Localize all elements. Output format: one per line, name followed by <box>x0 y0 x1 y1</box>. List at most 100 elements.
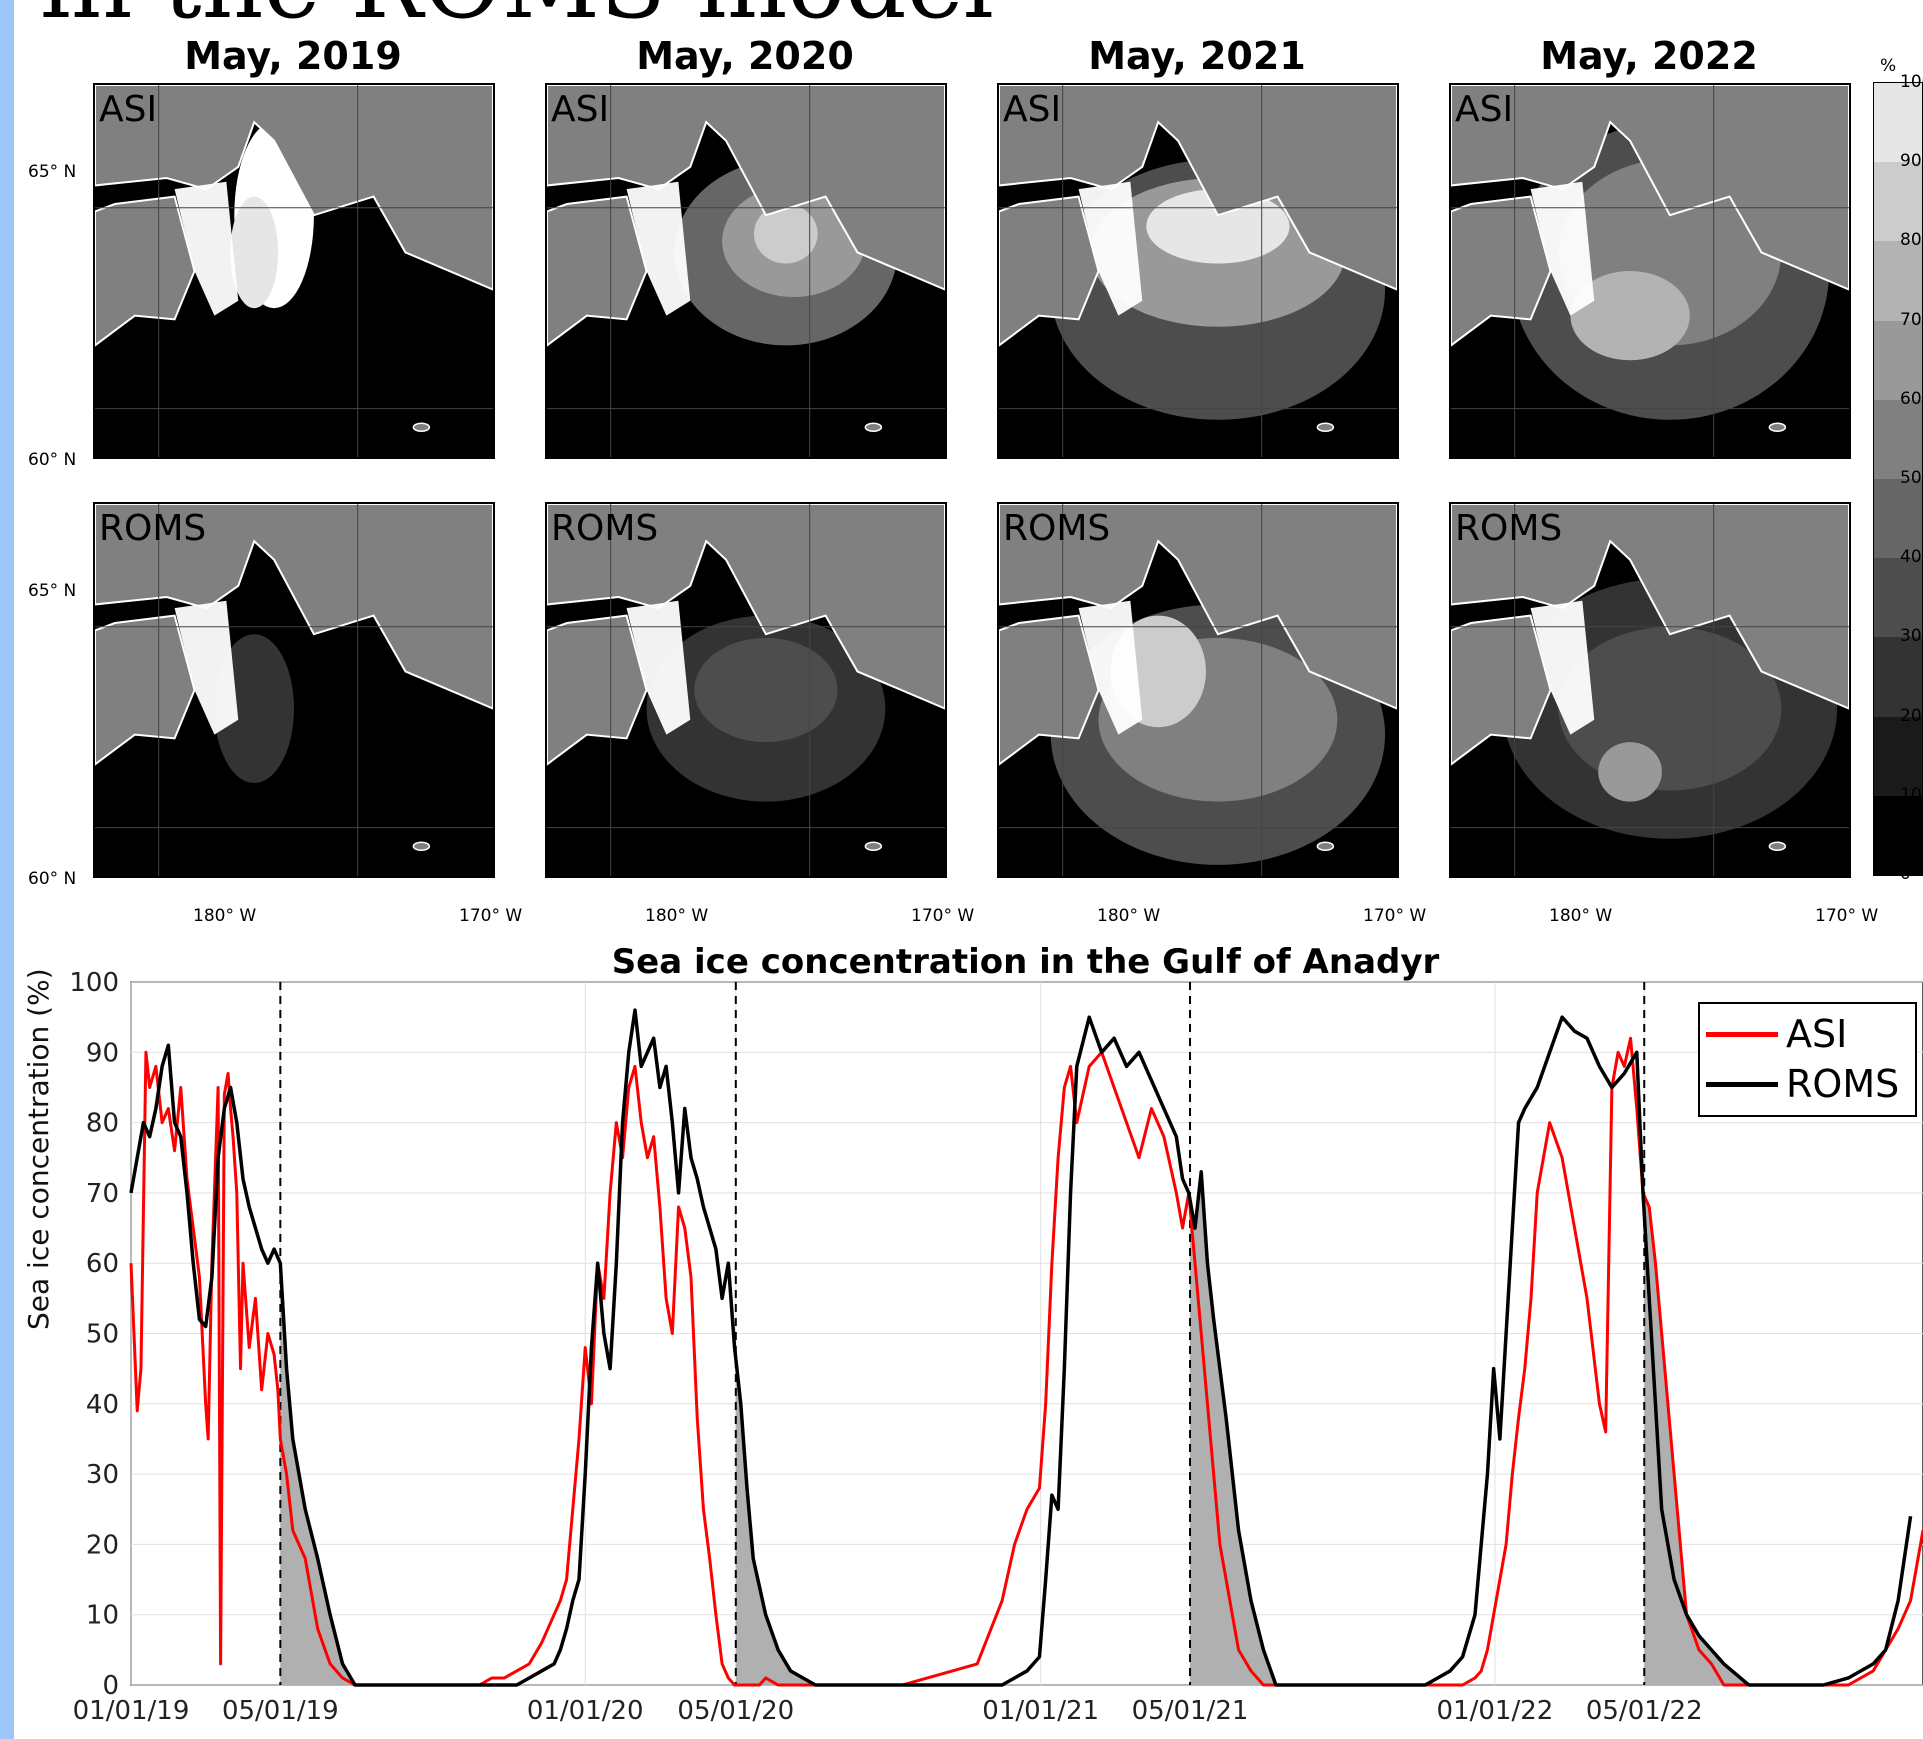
colorbar-segment <box>1874 83 1922 163</box>
legend-swatch-asi <box>1706 1031 1778 1037</box>
colorbar-tick-label: 10 <box>1900 784 1922 805</box>
colorbar-segment <box>1874 795 1922 876</box>
x-tick-label: 05/01/20 <box>677 1696 794 1726</box>
legend-item-roms: ROMS <box>1706 1062 1900 1106</box>
colorbar-segment <box>1874 320 1922 400</box>
colorbar-tick-label: 50 <box>1900 468 1922 488</box>
colorbar-unit: % <box>1880 56 1897 76</box>
x-tick-label: 01/01/20 <box>527 1696 644 1726</box>
x-tick-label: 05/01/19 <box>222 1696 339 1726</box>
panel-label-roms: ROMS <box>99 508 207 549</box>
y-tick-label: 80 <box>86 1109 119 1139</box>
colorbar <box>1873 82 1923 876</box>
land-north <box>95 504 493 710</box>
panel-label-roms: ROMS <box>1003 508 1111 549</box>
map-image <box>95 85 493 457</box>
land-west <box>999 614 1100 766</box>
y-tick-label: 90 <box>86 1038 119 1068</box>
panel-label-asi: ASI <box>1003 89 1062 130</box>
island <box>1768 422 1787 432</box>
lat-label-65n: 65° N <box>28 162 77 182</box>
colorbar-tick-label: 70 <box>1900 309 1922 330</box>
legend-label-asi: ASI <box>1786 1012 1848 1056</box>
y-tick-label: 30 <box>86 1460 119 1490</box>
y-tick-label: 60 <box>86 1249 119 1279</box>
fast-ice-strip <box>174 181 239 316</box>
map-column-title-2021: May, 2021 <box>1088 34 1306 78</box>
legend-label-roms: ROMS <box>1786 1062 1900 1106</box>
map-column-title-2020: May, 2020 <box>636 34 854 78</box>
y-tick-label: 50 <box>86 1320 119 1350</box>
lon-label-180w: 180° W <box>1097 906 1161 926</box>
colorbar-segment <box>1874 558 1922 638</box>
shaded-region <box>1644 1195 1762 1685</box>
land-west <box>547 195 648 347</box>
y-tick-label: 40 <box>86 1390 119 1420</box>
map-image <box>547 504 945 876</box>
shaded-region <box>735 1358 853 1685</box>
island <box>412 422 431 432</box>
colorbar-tick-label: 30 <box>1900 626 1922 647</box>
panel-label-roms: ROMS <box>1455 508 1563 549</box>
land-west <box>547 614 648 766</box>
fast-ice-strip <box>1530 600 1595 735</box>
y-tick-label: 20 <box>86 1530 119 1560</box>
ice-concentration-patch <box>753 204 818 264</box>
map-image <box>1451 85 1849 457</box>
fast-ice-strip <box>1530 181 1595 316</box>
x-tick-label: 01/01/21 <box>982 1696 1099 1726</box>
land-west <box>1451 195 1552 347</box>
map-asi-2020: ASI <box>545 83 947 459</box>
colorbar-tick-label: 0 <box>1900 864 1911 884</box>
island <box>864 422 883 432</box>
colorbar-tick-label: 20 <box>1900 705 1922 726</box>
colorbar-tick-label: 60 <box>1900 388 1922 409</box>
panel-label-asi: ASI <box>551 89 610 130</box>
colorbar-tick-label: 100 <box>1900 72 1923 92</box>
y-tick-label: 100 <box>69 970 119 998</box>
fast-ice-strip <box>626 600 691 735</box>
fast-ice-strip <box>1078 181 1143 316</box>
map-roms-2019: ROMS <box>93 502 495 878</box>
map-column-title-2022: May, 2022 <box>1540 34 1758 78</box>
ice-concentration-patch <box>1598 742 1662 802</box>
lon-label-170w: 170° W <box>1815 906 1879 926</box>
sea-ice-timeseries-chart: 0 10 20 30 40 50 60 70 80 90 100 01/01/19 05/01/19 01… <box>69 970 1923 1726</box>
lon-label-180w: 180° W <box>193 906 257 926</box>
lat-label-60n: 60° N <box>28 869 77 889</box>
ice-concentration-patch <box>230 196 279 309</box>
land-west <box>1451 614 1552 766</box>
map-column-title-2019: May, 2019 <box>184 34 402 78</box>
panel-label-roms: ROMS <box>551 508 659 549</box>
land-north <box>95 85 493 291</box>
lon-label-170w: 170° W <box>1363 906 1427 926</box>
x-tick-label: 05/01/21 <box>1132 1696 1249 1726</box>
map-image <box>1451 504 1849 876</box>
lon-label-170w: 170° W <box>911 906 975 926</box>
map-image <box>999 85 1397 457</box>
ice-concentration-patch <box>694 637 838 743</box>
ice-concentration-patch <box>1570 271 1690 361</box>
panel-label-asi: ASI <box>99 89 158 130</box>
colorbar-segment <box>1874 162 1922 242</box>
land-north <box>1451 85 1849 291</box>
land-north <box>547 504 945 710</box>
legend-item-asi: ASI <box>1706 1012 1848 1056</box>
colorbar-tick-label: 80 <box>1900 230 1922 251</box>
island <box>1768 841 1787 851</box>
fast-ice-strip <box>174 600 239 735</box>
lat-label-65n: 65° N <box>28 581 77 601</box>
land-west <box>95 195 196 347</box>
colorbar-segment <box>1874 637 1922 717</box>
colorbar-segment <box>1874 716 1922 796</box>
series-line-roms <box>129 1008 1913 1687</box>
land-west <box>999 195 1100 347</box>
map-image <box>547 85 945 457</box>
lon-label-170w: 170° W <box>459 906 523 926</box>
fast-ice-strip <box>1078 600 1143 735</box>
x-tick-label: 01/01/22 <box>1437 1696 1554 1726</box>
panel-label-asi: ASI <box>1455 89 1514 130</box>
page-title: in the ROMS model <box>40 0 994 32</box>
fast-ice-strip <box>626 181 691 316</box>
land-west <box>95 614 196 766</box>
